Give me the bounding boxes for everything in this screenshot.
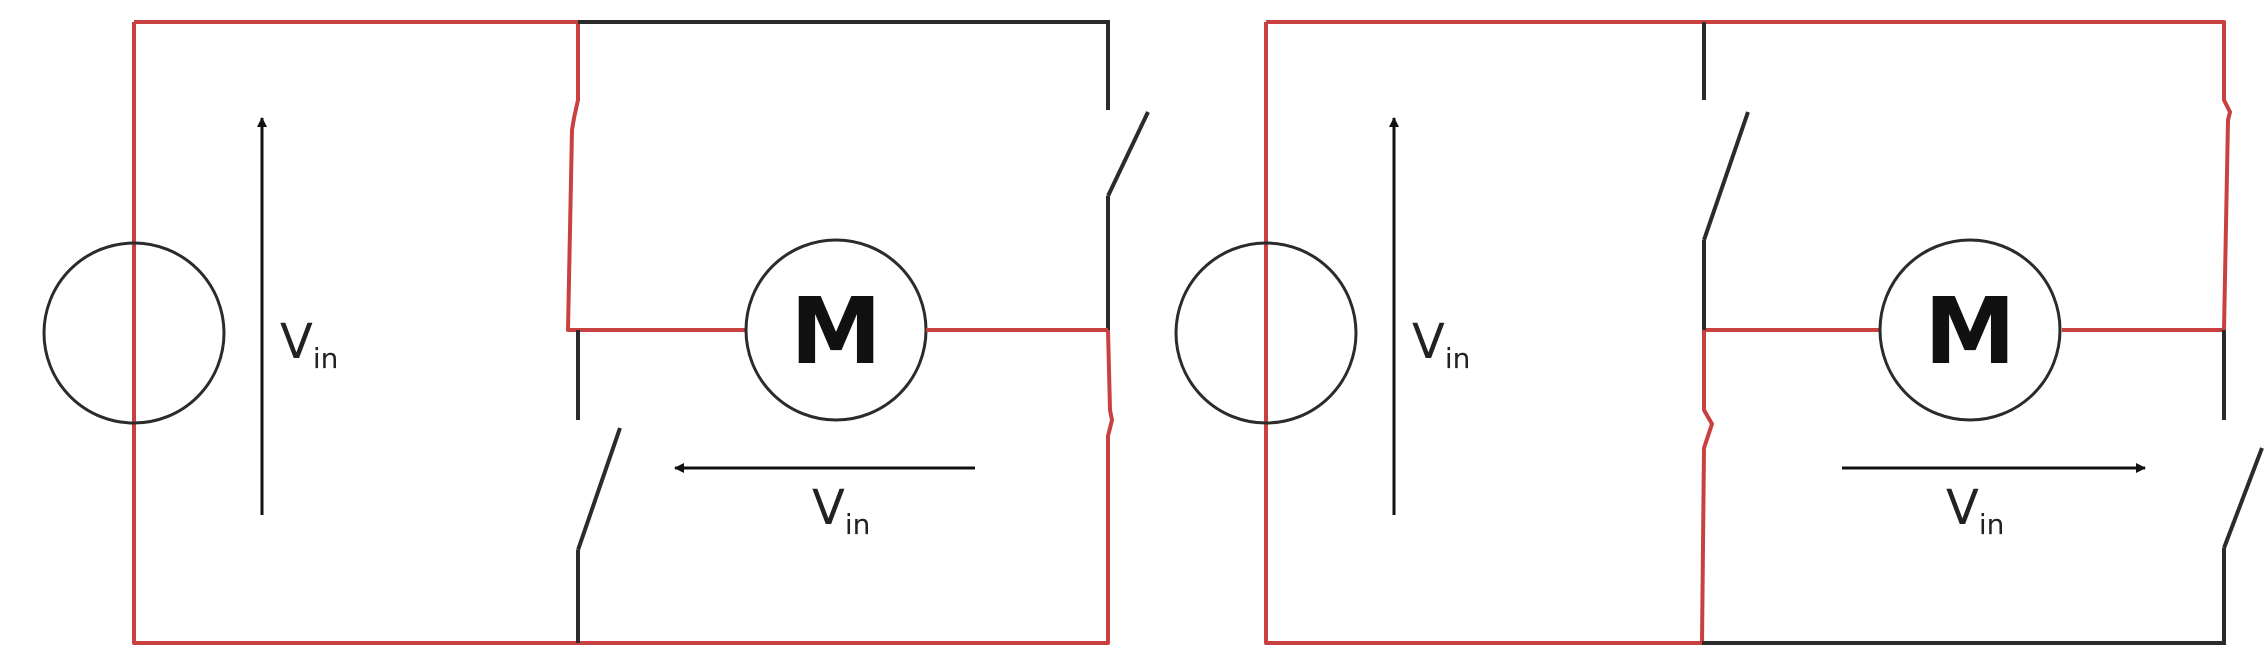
left-motor-voltage-symbol: V bbox=[812, 480, 845, 536]
right-motor-voltage-symbol: V bbox=[1946, 480, 1979, 536]
right-motor-symbol bbox=[1878, 238, 2062, 422]
left-source-voltage-label: Vin bbox=[280, 318, 338, 373]
right-source-voltage-label: Vin bbox=[1412, 318, 1470, 373]
left-motor-label: M bbox=[790, 278, 882, 385]
right-circuit bbox=[1174, 20, 2264, 645]
right-bottom-left-lead bbox=[1700, 330, 1714, 644]
right-motor-voltage-label: Vin bbox=[1946, 484, 2004, 539]
right-motor-label: M bbox=[1924, 278, 2016, 385]
left-top-right-switch bbox=[1106, 111, 1150, 197]
right-outer-loop-wire bbox=[1266, 20, 2232, 332]
left-bottom-left-switch bbox=[576, 427, 622, 551]
right-inactive-path bbox=[1702, 22, 2264, 645]
left-motor-voltage-label: Vin bbox=[812, 484, 870, 539]
left-source-voltage-subscript: in bbox=[312, 342, 339, 375]
right-source-voltage-symbol: V bbox=[1412, 314, 1445, 370]
left-voltage-source-symbol bbox=[42, 241, 226, 425]
left-motor-voltage-subscript: in bbox=[844, 508, 871, 541]
left-source-voltage-symbol: V bbox=[280, 314, 313, 370]
right-voltage-source-symbol bbox=[1174, 241, 1358, 425]
right-source-voltage-subscript: in bbox=[1444, 342, 1471, 375]
left-top-right-wire bbox=[578, 20, 1110, 110]
right-motor-voltage-subscript: in bbox=[1978, 508, 2005, 541]
right-top-left-switch bbox=[1702, 111, 1750, 241]
right-bottom-wire bbox=[1702, 548, 2226, 645]
right-bottom-right-switch bbox=[2222, 447, 2264, 549]
left-inactive-path bbox=[576, 20, 1150, 643]
left-circuit bbox=[42, 20, 1150, 645]
right-source-left-wire bbox=[1264, 22, 1702, 645]
